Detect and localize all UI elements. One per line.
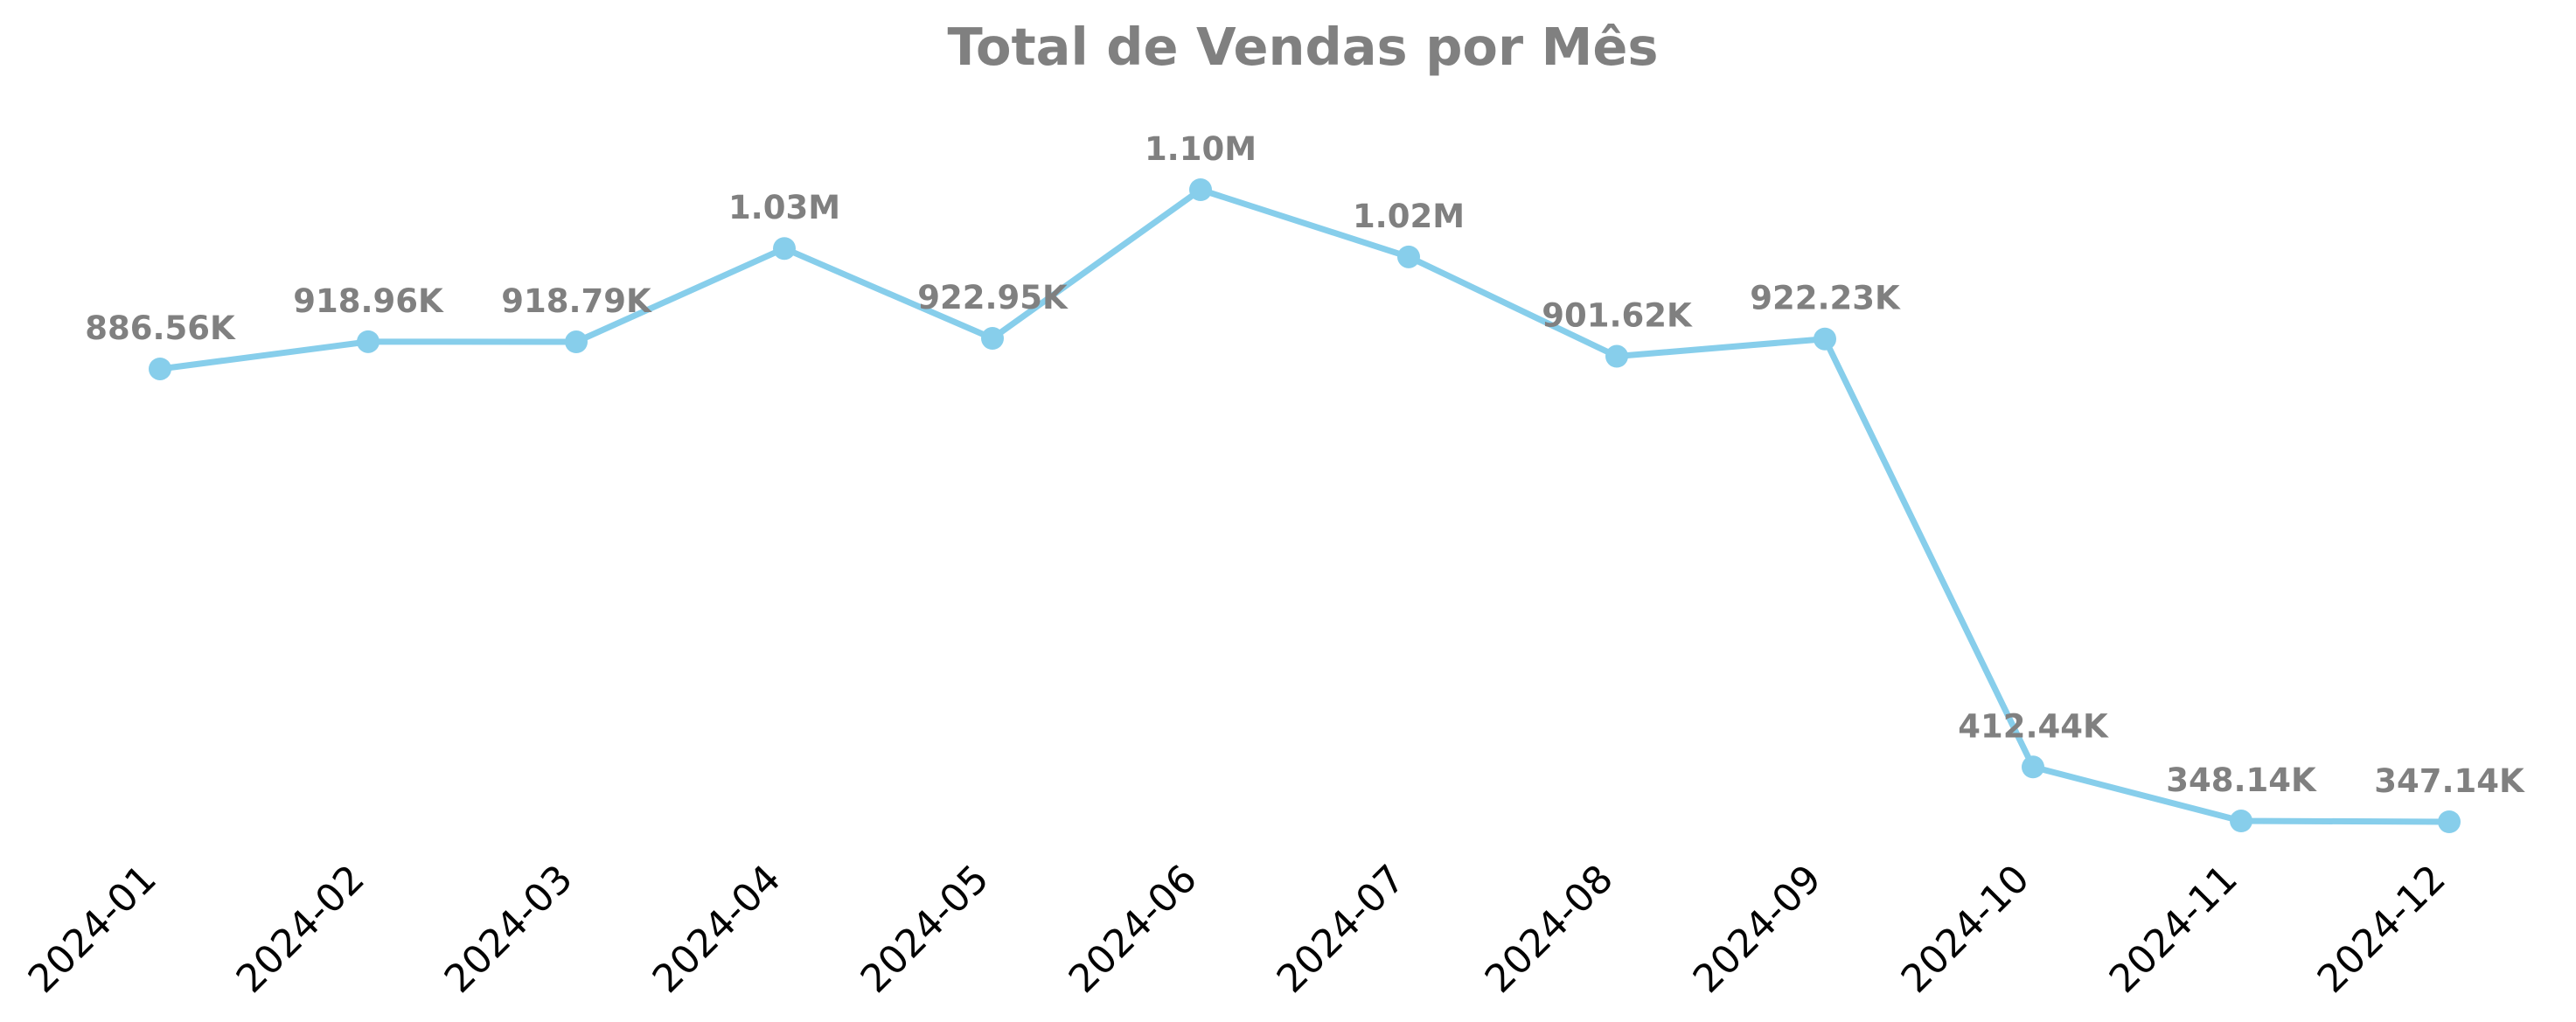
x-tick-label: 2024-05 [853,857,998,1002]
data-label: 918.96K [293,282,444,320]
x-tick-label: 2024-08 [1477,857,1622,1002]
x-axis-tick-labels: 2024-01 2024-02 2024-03 2024-04 2024-05 2024-… [20,857,2454,1002]
x-tick-label: 2024-11 [2101,857,2246,1002]
x-tick-label: 2024-06 [1061,857,1206,1002]
data-label: 918.79K [501,282,652,320]
data-point [1605,344,1628,368]
data-label: 901.62K [1542,297,1693,335]
data-point [357,330,379,353]
chart-title: Total de Vendas por Mês [948,17,1659,77]
x-tick-label: 2024-10 [1893,857,2038,1002]
data-label: 347.14K [2374,762,2525,800]
x-tick-label: 2024-02 [228,857,373,1002]
series-layer [149,178,2461,833]
data-label: 886.56K [85,309,236,347]
data-point [565,330,588,354]
data-point [1814,327,1836,351]
x-tick-label: 2024-07 [1269,857,1414,1002]
data-labels: 886.56K 918.96K 918.79K 1.03M 922.95K 1.10M 1.… [85,130,2525,800]
data-label: 1.03M [728,189,840,226]
data-point [773,237,796,261]
data-point [1189,178,1212,201]
data-point [981,327,1004,351]
x-tick-label: 2024-04 [644,857,790,1002]
data-label: 922.95K [917,279,1069,316]
data-label: 412.44K [1958,707,2109,745]
data-label: 1.10M [1145,130,1257,168]
x-tick-label: 2024-12 [2309,857,2454,1002]
data-point [1397,245,1420,268]
data-label: 1.02M [1353,198,1465,235]
x-tick-label: 2024-01 [20,857,165,1002]
data-point [2438,810,2461,833]
x-tick-label: 2024-09 [1685,857,1830,1002]
data-label: 348.14K [2166,761,2317,799]
data-label: 922.23K [1750,280,1901,317]
x-tick-label: 2024-03 [436,857,581,1002]
series-line [157,186,2453,825]
data-point [149,357,171,380]
data-point [2022,755,2044,779]
data-point [2230,810,2252,833]
